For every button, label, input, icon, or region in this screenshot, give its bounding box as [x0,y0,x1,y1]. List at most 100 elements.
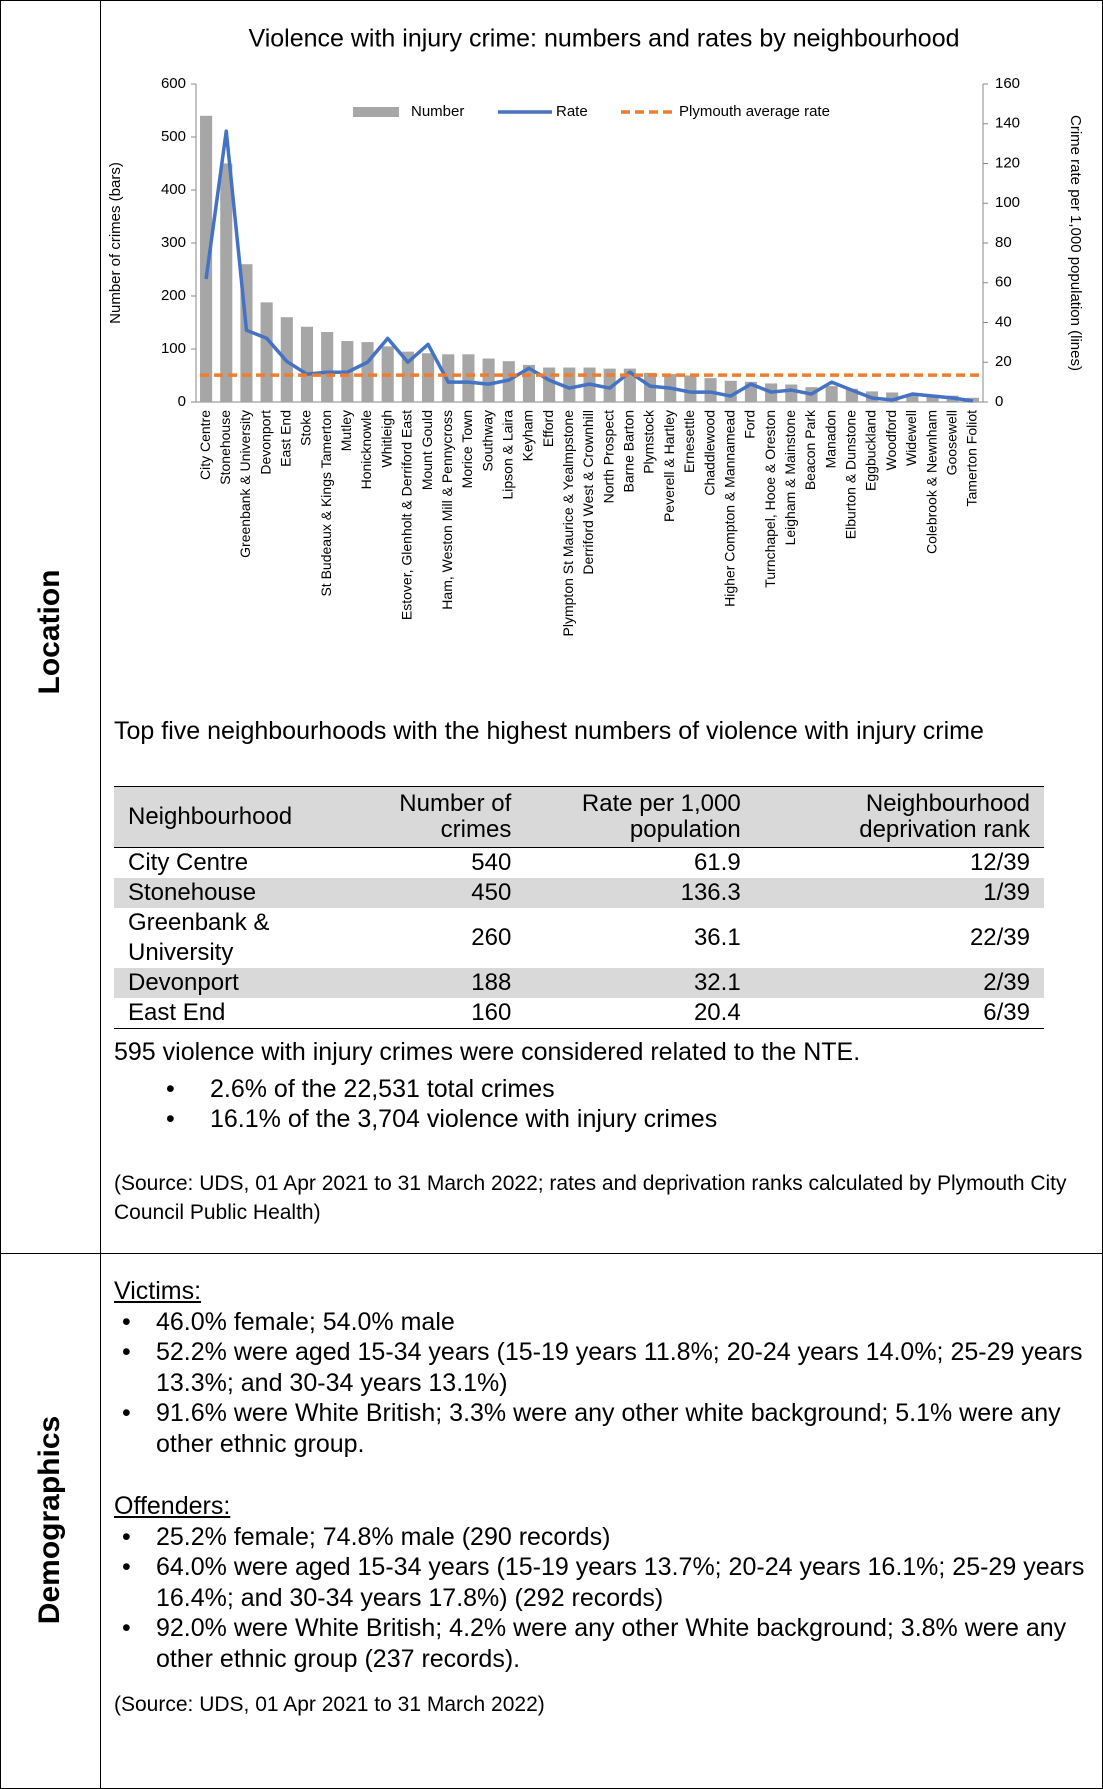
cell: 6/39 [983,999,1030,1026]
cell: 136.3 [525,878,755,908]
x-tick-label: Colebrook & Newnham [923,410,939,554]
nte-block: 595 violence with injury crimes were con… [114,1037,1089,1227]
x-tick-label: Ham, Weston Mill & Pennycross [439,410,455,610]
cell: 540 [471,849,512,876]
header-cell: Neighbourhood deprivation rank [754,786,1044,848]
cell: 22/39 [969,924,1030,951]
x-tick-label: Elburton & Dunstone [843,410,859,539]
cell: 12/39 [969,849,1030,876]
text: 595 violence with injury crimes were con… [114,1038,861,1066]
row: East End 160 20.4 6/39 [114,998,1044,1029]
bar [785,384,798,402]
table-title: Top five neighbourhoods with the highest… [114,717,984,745]
cell: Stonehouse [114,878,356,908]
chart: Violence with injury crime: numbers and … [107,25,1084,637]
bar [300,326,314,402]
heading: Offenders: [114,1492,231,1520]
x-tick-label: Greenbank & University [237,410,253,558]
x-tick-label: Devonport [257,410,273,475]
bar [401,351,414,402]
line [204,129,974,403]
chart-title: Violence with injury crime: numbers and … [248,25,959,53]
y-tick-label: 100 [161,340,186,357]
y2-axis-label: Crime rate per 1,000 population (lines) [1067,115,1084,371]
list: 2.6% of the 22,531 total crimes16.1% of … [114,1074,1089,1135]
row: Stonehouse 450 136.3 1/39 [114,878,1044,908]
x-tick-label: Plympton St Maurice & Yealmpstone [560,410,576,637]
legend-swatch [353,107,399,117]
x-tick-label: Goosewell [943,410,959,475]
header-cell: Rate per 1,000 population [525,786,755,848]
x-tick-label: Widewell [903,410,919,466]
x-tick-label: Southway [479,410,495,471]
x-tick-label: Higher Compton & Mannamead [721,410,737,607]
y2-tick-label: 160 [995,75,1020,92]
row: Devonport 188 32.1 2/39 [114,968,1044,998]
bullet: 91.6% were White British; 3.3% were any … [114,1398,1089,1459]
x-tick-label: Stoke [298,410,314,446]
header-row: Neighbourhood Number of crimes Rate per 1,… [114,786,1044,848]
bar [886,392,899,402]
x-tick-label: Beacon Park [802,409,818,490]
bar [543,367,556,402]
y-axis-label: Number of crimes (bars) [107,162,124,324]
bar [442,354,455,402]
cell: 20.4 [693,999,741,1026]
x-tick-label: Lipson & Laira [499,410,515,500]
bar [825,386,838,402]
y2-tick-label: 140 [995,115,1020,132]
section-label: Demographics [33,1415,66,1625]
source: (Source: UDS, 01 Apr 2021 to 31 March 20… [114,1693,545,1716]
cell: 188 [355,968,526,998]
x-tick-label: Stonehouse [217,410,233,485]
divider [0,1253,1103,1254]
bullet: 52.2% were aged 15-34 years (15-19 years… [114,1337,1089,1398]
cell: 36.1 [693,924,741,951]
x-tick-label: Barne Barton [621,410,637,493]
y-tick-label: 600 [161,75,186,92]
bullet: 25.2% female; 74.8% male (290 records) [114,1522,1089,1553]
x-tick-label: Chaddlewood [701,410,717,496]
bullet: 92.0% were White British; 4.2% were any … [114,1613,1089,1674]
y-tick-label: 200 [161,287,186,304]
y2-tick-label: 0 [995,393,1003,410]
demographics-block: Victims: 46.0% female; 54.0% male52.2% w… [114,1276,1089,1719]
y-tick-label: 300 [161,234,186,251]
list: 25.2% female; 74.8% male (290 records)64… [114,1522,1089,1675]
legend-label: Plymouth average rate [679,103,830,120]
x-tick-label: City Centre [197,410,213,480]
cell: 1/39 [754,878,1044,908]
row: Greenbank & University 260 36.1 22/39 [114,908,1044,968]
bar [482,358,495,402]
bar [321,332,334,402]
x-tick-label: East End [278,410,294,467]
cell: 61.9 [693,849,741,876]
bar [623,368,636,402]
x-tick-label: Mutley [338,410,354,451]
cell: City Centre [128,849,249,876]
bullet: 2.6% of the 22,531 total crimes [114,1074,1089,1105]
table: Neighbourhood Number of crimes Rate per 1,… [114,786,1044,1029]
x-tick-label: Honicknowle [358,410,374,490]
bar [462,354,475,402]
cell: Greenbank & University [128,909,270,966]
y2-tick-label: 20 [995,353,1012,370]
y2-tick-label: 60 [995,274,1012,291]
bar [926,395,939,402]
x-tick-label: Whitleigh [378,410,394,468]
x-tick-label: Eggbuckland [863,410,879,491]
bar [260,302,273,402]
y-tick-label: 0 [178,393,186,410]
bullet: 64.0% were aged 15-34 years (15-19 years… [114,1552,1089,1613]
y-tick-label: 400 [161,181,186,198]
row: City Centre 540 61.9 12/39 [114,848,1044,879]
bar [684,375,697,402]
x-tick-label: Plymstock [641,409,657,474]
x-tick-label: Mount Gould [419,410,435,490]
legend-label: Number [411,103,464,120]
cell: East End [128,999,226,1026]
y2-tick-label: 40 [995,313,1012,330]
bar [603,368,616,402]
x-tick-label: Estover, Glenholt & Derriford East [399,410,415,620]
